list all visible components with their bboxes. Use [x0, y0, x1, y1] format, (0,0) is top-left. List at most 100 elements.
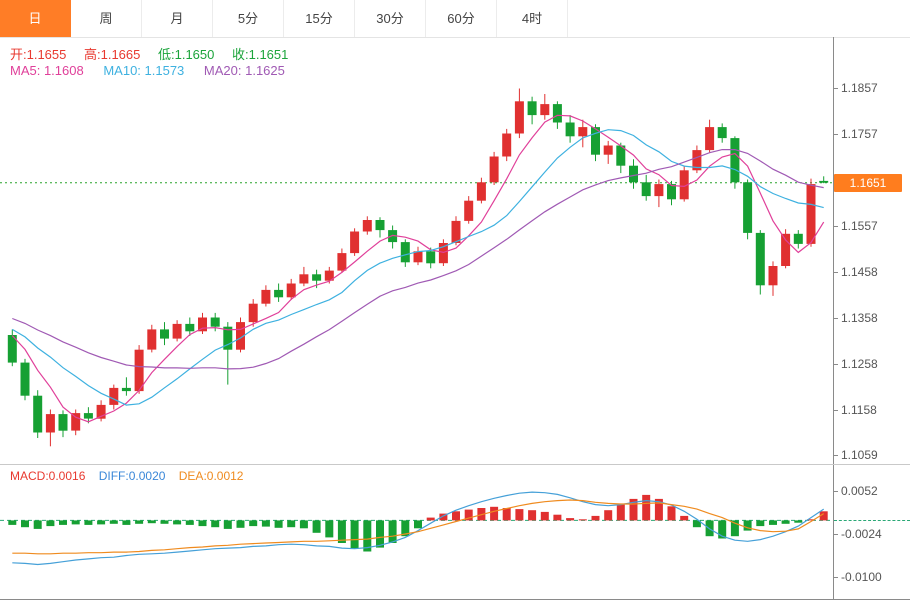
ma20-value: MA20: 1.1625 — [203, 63, 285, 78]
candle-body — [629, 165, 638, 183]
candle-body — [210, 317, 220, 327]
y-axis-tick — [834, 534, 838, 535]
macd-bar — [566, 518, 575, 521]
macd-bar — [185, 520, 194, 525]
candle-body — [337, 253, 347, 271]
candles — [7, 88, 829, 447]
panel-separator — [0, 464, 910, 465]
macd-chart-canvas[interactable] — [0, 487, 833, 599]
y-axis-label: -0.0024 — [841, 527, 882, 541]
candle-body — [185, 323, 195, 332]
macd-bar — [71, 520, 80, 525]
low-value: 低:1.1650 — [158, 47, 215, 62]
candle-body — [565, 122, 575, 137]
candle-body — [362, 220, 372, 232]
y-axis-label: 1.1557 — [841, 219, 878, 233]
candle-body — [451, 220, 461, 243]
ma10-line — [11, 129, 824, 406]
candle-body — [274, 289, 284, 298]
tab-5min[interactable]: 5分 — [213, 0, 284, 37]
macd-bar — [807, 519, 815, 521]
candle-body — [388, 230, 398, 243]
candle-body — [743, 182, 753, 233]
y-axis-label: -0.0100 — [841, 570, 882, 584]
candle-body — [45, 414, 55, 433]
macd-bar — [515, 509, 524, 521]
y-axis-tick — [834, 88, 838, 89]
candle-body — [755, 232, 765, 286]
ma20-line — [12, 148, 824, 370]
macd-bar — [769, 520, 777, 525]
candle-body — [236, 322, 245, 350]
candle-body — [413, 251, 423, 263]
candle-body — [641, 182, 651, 197]
macd-bar — [502, 508, 511, 521]
macd-bar — [667, 506, 676, 521]
candle-body — [527, 101, 537, 116]
macd-bar — [46, 520, 55, 527]
tab-60min[interactable]: 60分 — [426, 0, 497, 37]
candle-body — [489, 156, 499, 183]
y-axis-label: 1.1857 — [841, 81, 878, 95]
macd-bar — [743, 520, 752, 531]
macd-bar — [692, 520, 701, 528]
candle-body — [286, 283, 296, 298]
candle-body — [552, 104, 562, 123]
macd-bar — [654, 498, 663, 521]
macd-bar — [794, 520, 803, 523]
timeframe-tabbar: 日 周 月 5分 15分 30分 60分 4时 — [0, 0, 910, 38]
candle-body — [603, 145, 613, 155]
macd-bar — [109, 520, 118, 524]
macd-bar — [553, 514, 562, 521]
candle-body — [109, 387, 119, 405]
candle-body — [375, 220, 385, 231]
macd-bar — [160, 520, 169, 524]
candle-body — [160, 329, 169, 339]
tab-30min[interactable]: 30分 — [355, 0, 426, 37]
tab-week[interactable]: 周 — [71, 0, 142, 37]
candle-body — [540, 104, 550, 116]
candle-body — [33, 395, 43, 433]
macd-bar — [604, 510, 613, 521]
macd-bar — [363, 520, 372, 552]
price-chart-canvas[interactable] — [0, 37, 833, 464]
macd-bar — [287, 520, 296, 528]
candle-body — [400, 242, 410, 263]
candle-body — [692, 150, 702, 171]
y-axis-tick — [834, 577, 838, 578]
tab-month[interactable]: 月 — [142, 0, 213, 37]
candle-body — [312, 274, 322, 281]
tab-15min[interactable]: 15分 — [284, 0, 355, 37]
macd-bar — [21, 520, 29, 528]
y-axis-tick — [834, 363, 838, 365]
candle-body — [7, 335, 17, 363]
macd-bar — [819, 511, 828, 521]
tab-day[interactable]: 日 — [0, 0, 71, 37]
candle-body — [679, 170, 689, 200]
candle-body — [223, 326, 233, 350]
macd-bar — [616, 504, 625, 521]
tab-4hour[interactable]: 4时 — [497, 0, 568, 37]
y-axis-tick — [834, 271, 838, 273]
macd-bar — [426, 517, 435, 521]
candle-body — [134, 349, 144, 392]
macd-bar — [198, 520, 207, 527]
macd-bar — [578, 519, 587, 521]
candle-body — [438, 243, 448, 264]
candle-body — [667, 184, 676, 200]
y-axis-tick — [834, 455, 838, 456]
macd-bar — [756, 520, 765, 527]
y-axis-tick — [834, 409, 838, 411]
candle-body — [121, 387, 131, 392]
macd-bar — [236, 520, 245, 528]
macd-bar — [464, 509, 473, 521]
y-axis-line — [833, 37, 834, 600]
macd-bar — [730, 520, 739, 537]
macd-bar — [718, 520, 727, 539]
macd-bar — [452, 511, 460, 521]
macd-bar — [274, 520, 283, 528]
candle-body — [806, 184, 816, 244]
candle-body — [819, 180, 829, 183]
macd-bar — [337, 520, 346, 543]
macd-bar — [781, 520, 790, 524]
